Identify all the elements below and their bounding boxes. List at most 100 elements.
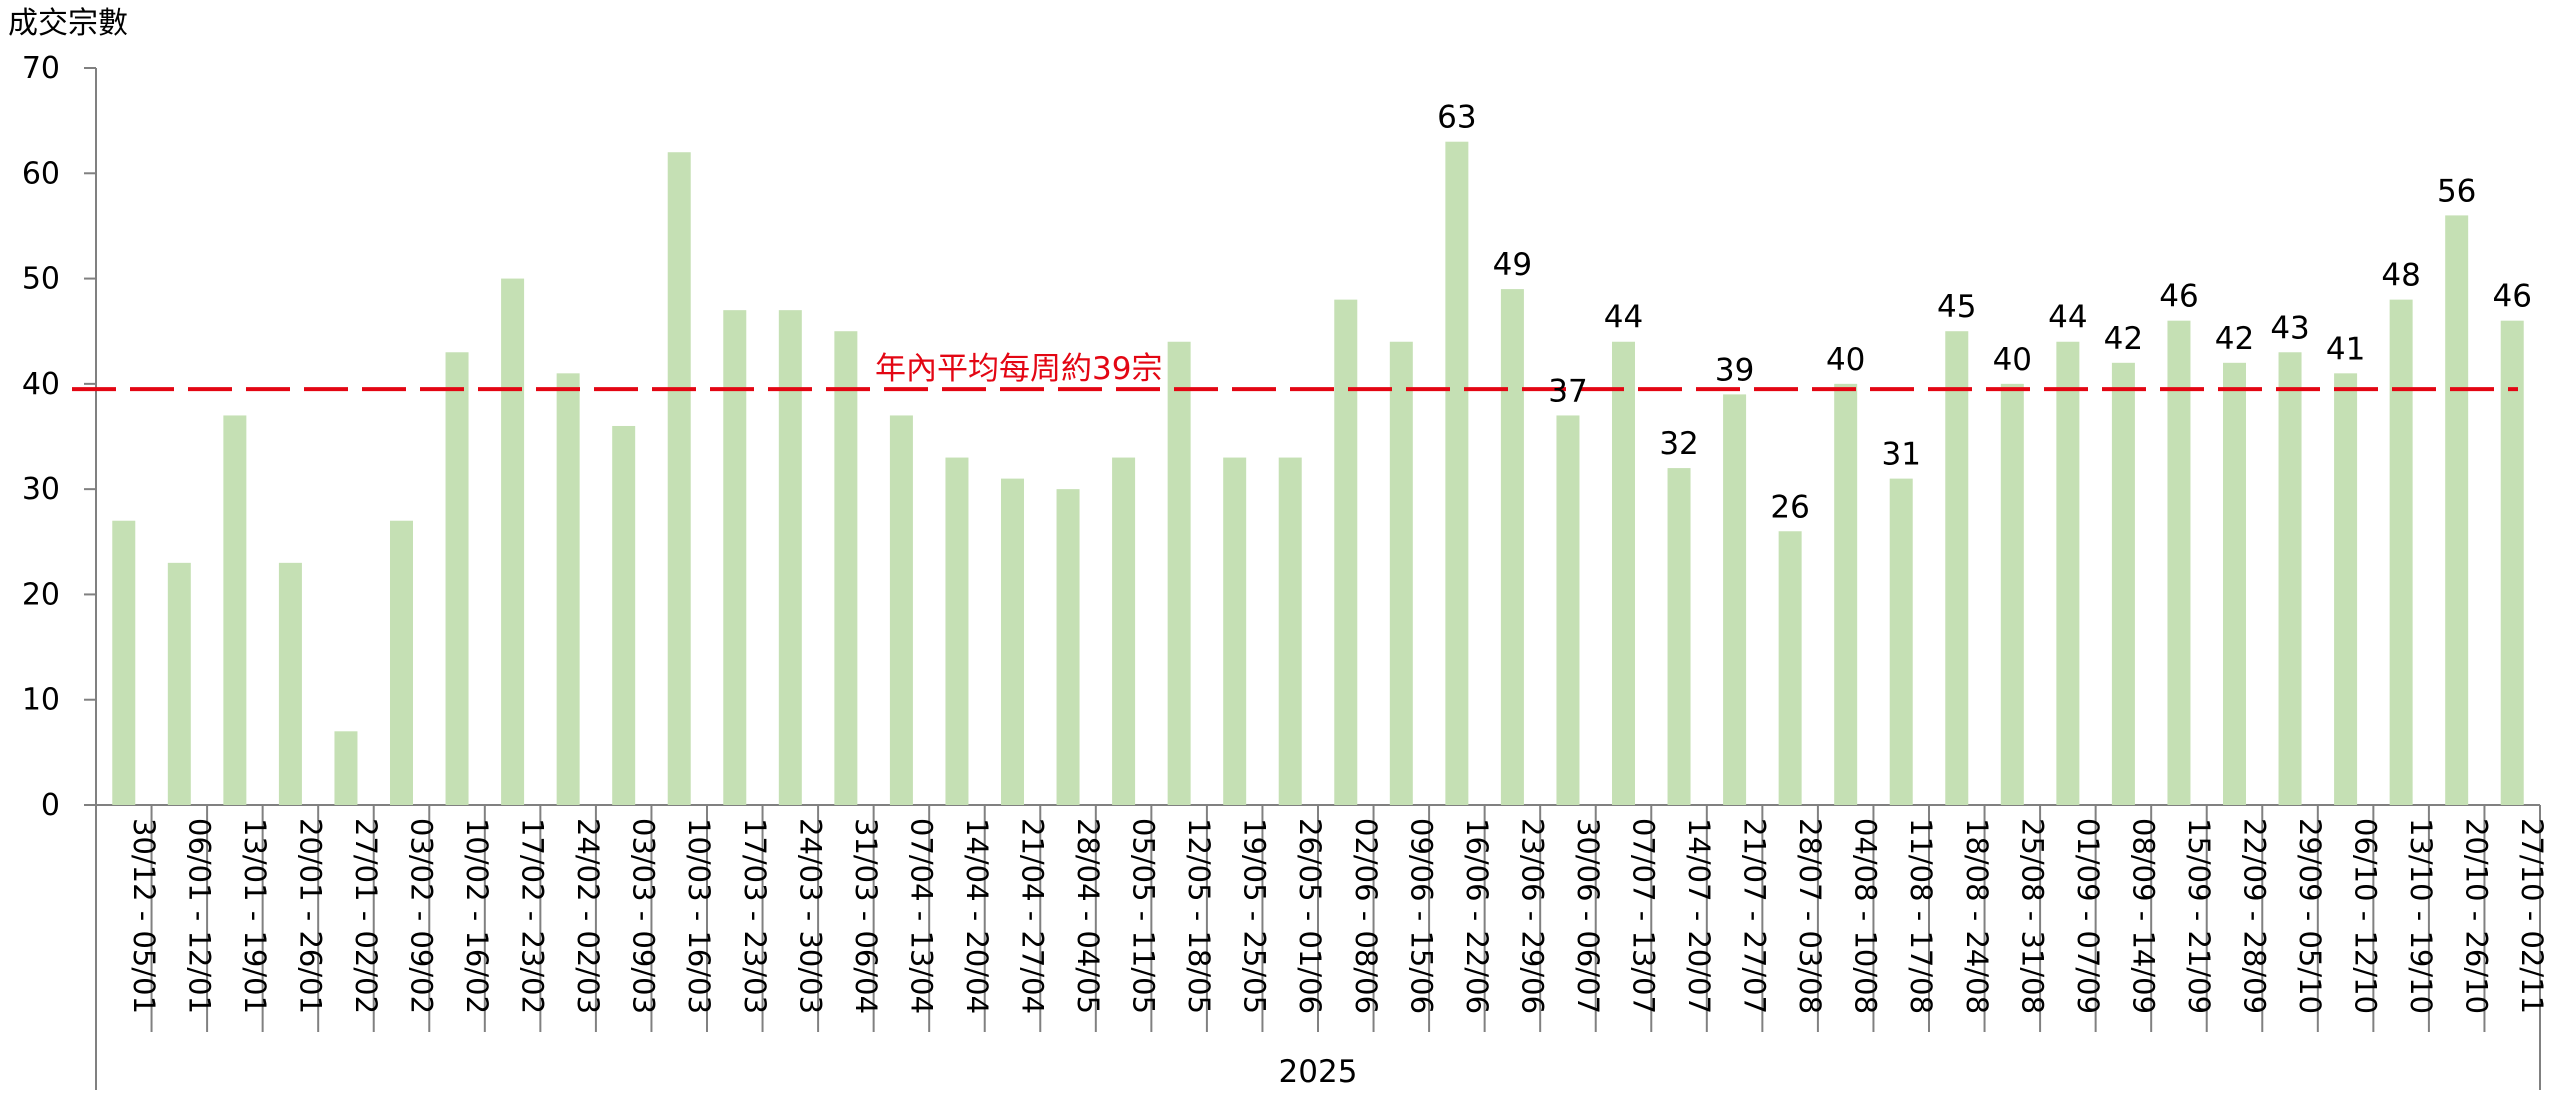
- y-tick-label: 10: [22, 683, 60, 718]
- x-tick-label: 28/04 - 04/05: [1071, 818, 1105, 1014]
- x-tick-label: 07/07 - 13/07: [1627, 818, 1661, 1014]
- average-reference-label: 年內平均每周約39宗: [875, 351, 1162, 387]
- x-tick-label: 10/02 - 16/02: [460, 818, 494, 1014]
- bar-data-label: 39: [1715, 352, 1754, 388]
- bar-data-label: 44: [2048, 300, 2087, 336]
- bar: [167, 562, 191, 805]
- bar-data-label: 63: [1437, 100, 1476, 136]
- bar: [1334, 299, 1358, 805]
- x-tick-label: 14/07 - 20/07: [1682, 818, 1716, 1014]
- y-tick-label: 0: [41, 788, 60, 823]
- x-tick-label: 08/09 - 14/09: [2126, 818, 2160, 1014]
- x-tick-label: 03/02 - 09/02: [405, 818, 439, 1014]
- bar: [445, 352, 469, 805]
- bar: [1945, 331, 1969, 805]
- bar: [834, 331, 858, 805]
- bar: [2334, 373, 2358, 805]
- bar: [1389, 341, 1413, 805]
- bar-data-label: 41: [2326, 331, 2365, 367]
- x-tick-label: 31/03 - 06/04: [849, 818, 883, 1014]
- bar: [2389, 299, 2413, 805]
- bar: [2278, 352, 2302, 805]
- x-tick-label: 12/05 - 18/05: [1182, 818, 1216, 1014]
- bar-data-label: 26: [1770, 489, 1809, 525]
- bar: [667, 152, 691, 805]
- x-group-label: 2025: [1279, 1054, 1358, 1090]
- bar: [278, 562, 302, 805]
- bar: [1723, 394, 1747, 805]
- bar: [1834, 383, 1858, 805]
- bar: [2223, 362, 2246, 805]
- x-tick-label: 30/12 - 05/01: [127, 818, 161, 1014]
- bar-data-label: 40: [1826, 342, 1865, 378]
- bar: [1500, 289, 1524, 806]
- bar: [1556, 415, 1580, 805]
- bar-data-label: 56: [2437, 173, 2476, 209]
- bar: [2000, 383, 2024, 805]
- bar: [612, 425, 636, 805]
- bar-data-label: 49: [1493, 247, 1532, 283]
- x-tick-label: 20/10 - 26/10: [2460, 818, 2494, 1014]
- average-reference-line-group: 年內平均每周約39宗: [72, 351, 2518, 392]
- y-axis-title: 成交宗數: [8, 6, 128, 41]
- x-tick-label: 17/02 - 23/02: [516, 818, 550, 1014]
- x-tick-label: 25/08 - 31/08: [2015, 818, 2049, 1014]
- bar-data-label: 42: [2104, 321, 2143, 357]
- bar: [778, 310, 802, 805]
- bar: [1612, 341, 1635, 805]
- bar: [556, 373, 580, 805]
- x-tick-label: 02/06 - 08/06: [1349, 818, 1383, 1014]
- bar-data-label: 40: [1993, 342, 2032, 378]
- x-tick-label: 18/08 - 24/08: [1960, 818, 1994, 1014]
- bar-data-label: 31: [1882, 437, 1921, 473]
- x-tick-label: 22/09 - 28/09: [2238, 818, 2272, 1014]
- bar: [112, 520, 136, 805]
- y-tick-label: 60: [22, 156, 60, 191]
- bar-data-label: 46: [2493, 279, 2532, 315]
- bar: [2167, 320, 2191, 805]
- bar: [1889, 478, 1913, 805]
- bar: [2056, 341, 2080, 805]
- bar-data-label: 44: [1604, 300, 1643, 336]
- x-tick-label: 15/09 - 21/09: [2182, 818, 2216, 1014]
- x-tick-label: 27/01 - 02/02: [349, 818, 383, 1014]
- bar: [945, 457, 969, 805]
- x-tick-label: 23/06 - 29/06: [1515, 818, 1549, 1014]
- x-tick-label: 04/08 - 10/08: [1849, 818, 1883, 1014]
- bar: [1223, 457, 1247, 805]
- bar-data-label: 48: [2381, 258, 2420, 294]
- x-tick-label: 09/06 - 15/06: [1404, 818, 1438, 1014]
- bar: [1167, 341, 1191, 805]
- bar: [334, 731, 358, 805]
- y-tick-label: 40: [22, 367, 60, 402]
- bar: [1278, 457, 1302, 805]
- bar-data-label: 46: [2159, 279, 2198, 315]
- y-tick-label: 50: [22, 262, 60, 297]
- bar: [889, 415, 913, 805]
- bar: [1778, 531, 1802, 805]
- y-tick-label: 30: [22, 472, 60, 507]
- x-tick-label: 20/01 - 26/01: [293, 818, 327, 1014]
- x-tick-label: 01/09 - 07/09: [2071, 818, 2105, 1014]
- x-tick-label: 24/03 - 30/03: [793, 818, 827, 1014]
- x-tick-label: 06/01 - 12/01: [182, 818, 216, 1014]
- x-tick-label: 24/02 - 02/03: [571, 818, 605, 1014]
- bar: [1667, 468, 1691, 805]
- x-tick-label: 03/03 - 09/03: [627, 818, 661, 1014]
- bar: [390, 520, 413, 805]
- x-tick-label: 07/04 - 13/04: [904, 818, 938, 1014]
- x-tick-label: 13/10 - 19/10: [2404, 818, 2438, 1014]
- x-tick-label: 26/05 - 01/06: [1293, 818, 1327, 1014]
- bar-data-label: 43: [2270, 310, 2309, 346]
- x-tick-label: 17/03 - 23/03: [738, 818, 772, 1014]
- x-tick-label: 05/05 - 11/05: [1127, 818, 1161, 1014]
- x-tick-label: 27/10 - 02/11: [2515, 818, 2549, 1014]
- bar: [2111, 362, 2135, 805]
- bar: [223, 415, 247, 805]
- bar: [2500, 320, 2524, 805]
- bar-data-label: 45: [1937, 289, 1976, 325]
- x-tick-label: 14/04 - 20/04: [960, 818, 994, 1014]
- x-tick-label: 13/01 - 19/01: [238, 818, 272, 1014]
